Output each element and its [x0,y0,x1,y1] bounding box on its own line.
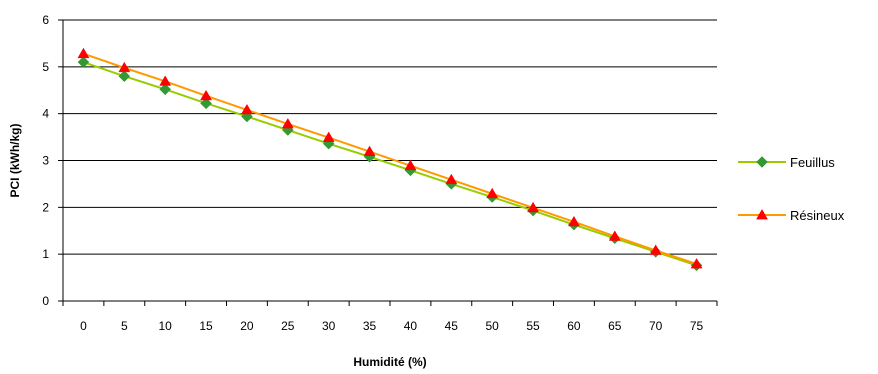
x-tick-label: 65 [608,319,622,333]
series-line-0 [83,61,697,267]
y-tick-label: 6 [42,13,49,27]
y-tick-label: 1 [42,247,49,261]
data-point [118,70,131,83]
x-tick-label: 55 [526,319,540,333]
legend-marker [756,156,768,168]
y-tick-label: 5 [42,60,49,74]
data-point [404,159,417,171]
y-tick-label: 3 [42,154,49,168]
x-tick-label: 35 [363,319,377,333]
data-point [77,47,90,59]
x-tick-label: 45 [445,319,459,333]
data-point [159,75,172,86]
data-point [363,145,376,156]
data-point [527,201,539,213]
data-point [649,244,662,255]
x-tick-label: 25 [281,319,295,333]
y-tick-label: 0 [42,294,49,308]
x-tick-label: 0 [80,319,87,333]
x-tick-label: 40 [404,319,418,333]
data-point [200,97,212,110]
data-point [568,215,580,227]
x-tick-label: 60 [567,319,581,333]
data-point [281,117,294,129]
series-1 [77,47,703,269]
series-group [77,47,703,272]
data-point [608,230,621,241]
series-0 [77,56,703,272]
y-axis-title: PCI (kWh/kg) [8,123,22,197]
legend-marker [756,208,768,220]
data-point [77,56,90,69]
x-tick-label: 20 [240,319,254,333]
axes [58,19,718,306]
y-tick-label: 4 [42,107,49,121]
series-line-1 [83,52,697,265]
data-point [200,89,212,101]
data-point [690,257,703,269]
y-tick-label: 2 [42,200,49,214]
x-tick-label: 5 [121,319,128,333]
legend: Feuillus Résineux [738,155,845,223]
x-tick-label: 10 [159,319,173,333]
data-point [445,173,458,185]
x-axis-title: Humidité (%) [353,355,426,369]
data-point [159,83,172,96]
gridlines [63,19,717,255]
x-tick-label: 50 [486,319,500,333]
legend-label: Feuillus [790,155,835,170]
data-point [486,187,499,199]
legend-item-0: Feuillus [738,155,835,170]
x-tick-label: 70 [649,319,663,333]
x-tick-label: 15 [199,319,213,333]
data-point [241,103,253,115]
legend-item-1: Résineux [738,208,845,223]
data-point [118,61,131,73]
x-tick-label: 75 [690,319,704,333]
data-point [322,131,335,142]
x-tick-label: 30 [322,319,336,333]
legend-label: Résineux [790,208,845,223]
